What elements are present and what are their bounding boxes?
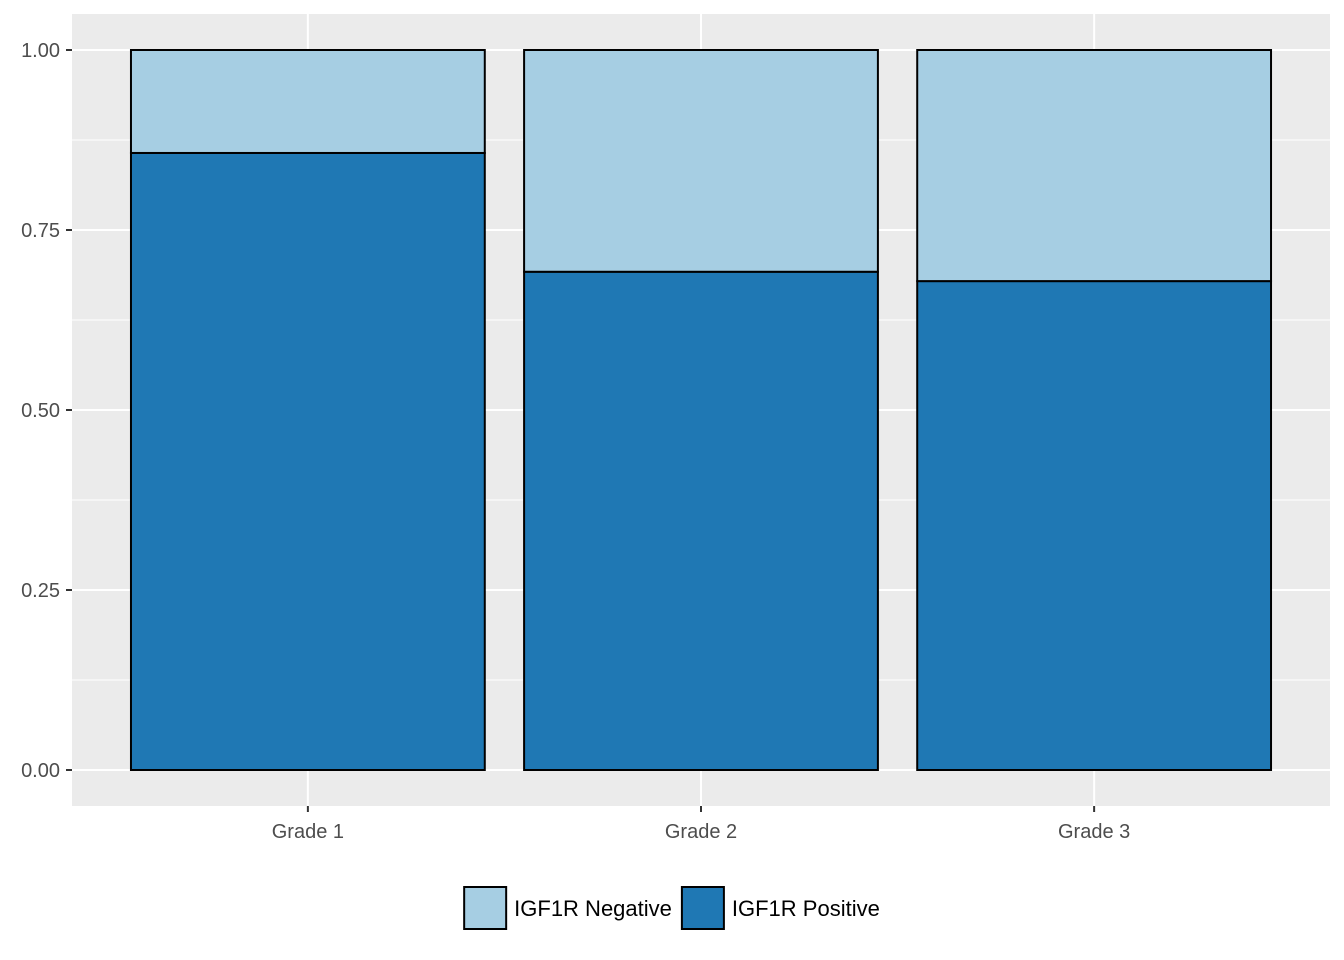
bar-grade-3-igf1r-negative: [916, 49, 1273, 283]
x-axis: Grade 1 Grade 2 Grade 3: [272, 806, 1130, 843]
legend-label-igf1r-positive: IGF1R Positive: [732, 896, 880, 921]
y-tick-label: 0.00: [21, 760, 60, 782]
bars: [129, 49, 1273, 771]
bar-grade-1-igf1r-negative: [129, 49, 486, 154]
y-tick-label: 0.75: [21, 220, 60, 242]
x-tick-label: Grade 3: [1058, 821, 1130, 843]
y-tick-label: 1.00: [21, 40, 60, 62]
legend-key-igf1r-positive: [680, 886, 725, 930]
y-tick-label: 0.25: [21, 580, 60, 602]
x-tick-label: Grade 2: [665, 821, 737, 843]
y-tick-label: 0.50: [21, 400, 60, 422]
y-axis: 0.00 0.25 0.50 0.75 1.00: [21, 40, 72, 782]
bar-grade-3-igf1r-positive: [916, 280, 1273, 771]
legend: IGF1R Negative IGF1R Positive: [463, 886, 880, 930]
bar-grade-2-igf1r-positive: [523, 270, 879, 771]
legend-label-igf1r-negative: IGF1R Negative: [514, 896, 672, 921]
bar-grade-1-igf1r-positive: [129, 151, 486, 771]
x-tick-label: Grade 1: [272, 821, 344, 843]
legend-key-igf1r-negative: [463, 886, 508, 930]
bar-grade-2-igf1r-negative: [523, 49, 879, 273]
